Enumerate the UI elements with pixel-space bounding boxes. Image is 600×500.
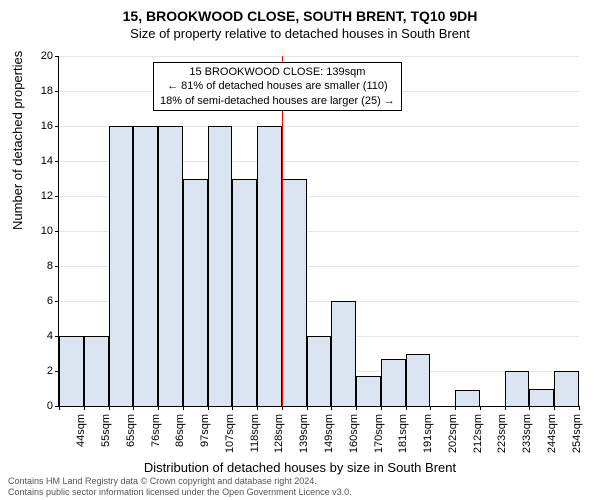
xtick-mark xyxy=(232,406,233,410)
xtick-label: 76sqm xyxy=(150,414,162,458)
chart-subtitle: Size of property relative to detached ho… xyxy=(0,24,600,45)
xtick-mark xyxy=(331,406,332,410)
annotation-line-1: 15 BROOKWOOD CLOSE: 139sqm xyxy=(160,65,395,79)
histogram-bar xyxy=(529,389,554,407)
xtick-label: 233sqm xyxy=(521,414,533,458)
ytick-mark xyxy=(55,301,59,302)
histogram-bar xyxy=(307,336,332,406)
xtick-mark xyxy=(282,406,283,410)
ytick-label: 4 xyxy=(29,330,53,342)
chart-title: 15, BROOKWOOD CLOSE, SOUTH BRENT, TQ10 9… xyxy=(0,0,600,24)
ytick-mark xyxy=(55,91,59,92)
xtick-label: 254sqm xyxy=(571,414,583,458)
ytick-mark xyxy=(55,56,59,57)
xtick-mark xyxy=(430,406,431,410)
xtick-mark xyxy=(406,406,407,410)
annotation-line-3: 18% of semi-detached houses are larger (… xyxy=(160,94,395,108)
histogram-bar xyxy=(158,126,183,406)
ytick-label: 12 xyxy=(29,190,53,202)
xtick-mark xyxy=(59,406,60,410)
xtick-mark xyxy=(307,406,308,410)
xtick-mark xyxy=(183,406,184,410)
ytick-label: 16 xyxy=(29,120,53,132)
y-axis-label: Number of detached properties xyxy=(10,51,25,230)
ytick-label: 8 xyxy=(29,260,53,272)
ytick-mark xyxy=(55,406,59,407)
histogram-bar xyxy=(84,336,109,406)
xtick-mark xyxy=(257,406,258,410)
ytick-label: 18 xyxy=(29,85,53,97)
xtick-label: 107sqm xyxy=(224,414,236,458)
ytick-mark xyxy=(55,126,59,127)
chart-area: 44sqm55sqm65sqm76sqm86sqm97sqm107sqm118s… xyxy=(58,56,578,406)
xtick-label: 149sqm xyxy=(323,414,335,458)
xtick-mark xyxy=(356,406,357,410)
histogram-bar xyxy=(257,126,282,406)
xtick-label: 118sqm xyxy=(249,414,261,458)
histogram-bar xyxy=(183,179,208,407)
annotation-box: 15 BROOKWOOD CLOSE: 139sqm ← 81% of deta… xyxy=(153,62,402,111)
xtick-mark xyxy=(158,406,159,410)
xtick-label: 139sqm xyxy=(298,414,310,458)
xtick-label: 55sqm xyxy=(100,414,112,458)
histogram-bar xyxy=(455,390,480,406)
xtick-label: 181sqm xyxy=(397,414,409,458)
xtick-mark xyxy=(480,406,481,410)
xtick-label: 244sqm xyxy=(546,414,558,458)
ytick-mark xyxy=(55,231,59,232)
histogram-bar xyxy=(331,301,356,406)
ytick-mark xyxy=(55,336,59,337)
xtick-mark xyxy=(455,406,456,410)
xtick-label: 191sqm xyxy=(422,414,434,458)
xtick-mark xyxy=(381,406,382,410)
histogram-bar xyxy=(282,179,307,407)
ytick-label: 2 xyxy=(29,365,53,377)
annotation-line-2: ← 81% of detached houses are smaller (11… xyxy=(160,79,395,93)
histogram-bar xyxy=(381,359,406,406)
footer-attribution: Contains HM Land Registry data © Crown c… xyxy=(8,476,352,498)
histogram-bar xyxy=(109,126,134,406)
footer-line-1: Contains HM Land Registry data © Crown c… xyxy=(8,476,352,487)
xtick-label: 160sqm xyxy=(348,414,360,458)
ytick-mark xyxy=(55,161,59,162)
histogram-bar xyxy=(208,126,233,406)
xtick-label: 44sqm xyxy=(75,414,87,458)
ytick-label: 14 xyxy=(29,155,53,167)
xtick-label: 97sqm xyxy=(199,414,211,458)
xtick-mark xyxy=(208,406,209,410)
footer-line-2: Contains public sector information licen… xyxy=(8,487,352,498)
ytick-mark xyxy=(55,196,59,197)
xtick-label: 202sqm xyxy=(447,414,459,458)
xtick-mark xyxy=(84,406,85,410)
xtick-mark xyxy=(529,406,530,410)
histogram-bar xyxy=(406,354,431,407)
xtick-label: 212sqm xyxy=(472,414,484,458)
xtick-label: 128sqm xyxy=(273,414,285,458)
xtick-label: 170sqm xyxy=(373,414,385,458)
histogram-bar xyxy=(554,371,579,406)
xtick-label: 223sqm xyxy=(496,414,508,458)
xtick-mark xyxy=(579,406,580,410)
ytick-mark xyxy=(55,371,59,372)
histogram-bar xyxy=(232,179,257,407)
xtick-label: 65sqm xyxy=(125,414,137,458)
ytick-label: 10 xyxy=(29,225,53,237)
xtick-label: 86sqm xyxy=(174,414,186,458)
x-axis-label: Distribution of detached houses by size … xyxy=(0,460,600,475)
ytick-label: 20 xyxy=(29,50,53,62)
ytick-label: 0 xyxy=(29,400,53,412)
xtick-mark xyxy=(554,406,555,410)
xtick-mark xyxy=(109,406,110,410)
ytick-mark xyxy=(55,266,59,267)
xtick-mark xyxy=(133,406,134,410)
xtick-mark xyxy=(505,406,506,410)
histogram-bar xyxy=(356,376,381,406)
histogram-bar xyxy=(133,126,158,406)
ytick-label: 6 xyxy=(29,295,53,307)
histogram-bar xyxy=(59,336,84,406)
histogram-bar xyxy=(505,371,530,406)
